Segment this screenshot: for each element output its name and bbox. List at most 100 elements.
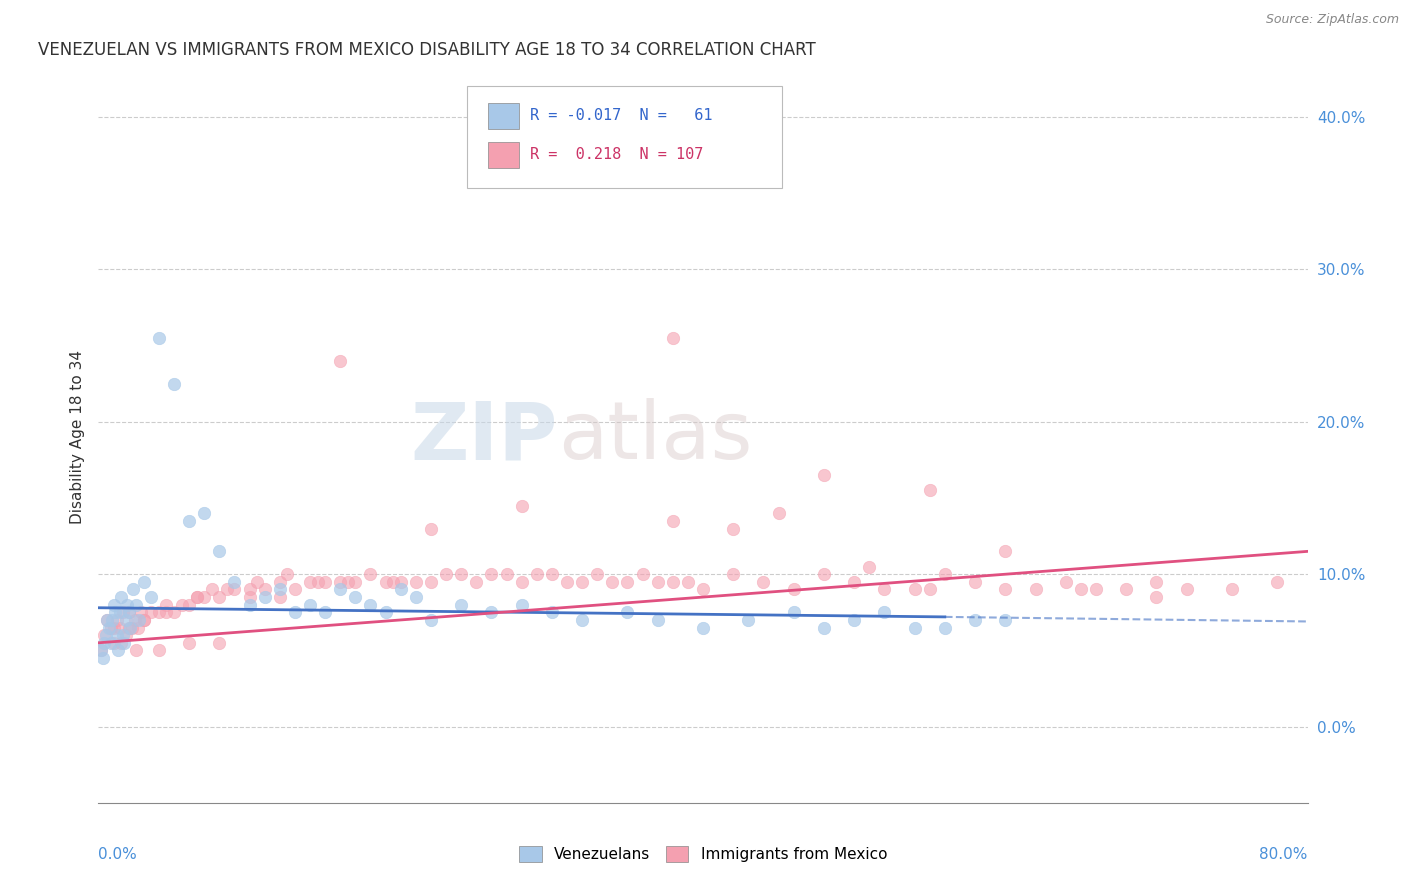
Point [314,574,336,589]
Point [723,521,745,535]
Point [994,544,1017,558]
Point [844,613,866,627]
Point [586,567,609,582]
Point [994,582,1017,597]
Point [813,567,835,582]
Point [132,574,155,589]
Point [105,613,128,627]
Point [201,582,224,597]
Text: ZIP: ZIP [411,398,558,476]
Point [170,598,193,612]
Point [132,613,155,627]
Point [481,567,503,582]
Point [934,567,956,582]
Point [783,582,806,597]
Point [114,628,136,642]
Point [616,605,638,619]
Point [208,590,231,604]
Point [128,613,150,627]
Point [314,605,336,619]
Point [450,598,472,612]
Point [405,574,427,589]
Point [768,506,790,520]
Point [481,605,503,619]
Point [495,567,517,582]
Point [420,521,443,535]
Point [360,567,382,582]
Point [631,567,654,582]
Point [965,574,987,589]
Point [120,621,142,635]
Point [179,514,201,528]
Point [253,590,276,604]
Point [186,590,208,604]
Point [1085,582,1108,597]
Point [163,605,186,619]
Text: atlas: atlas [558,398,752,476]
Bar [488,103,519,129]
Point [90,643,112,657]
Point [844,574,866,589]
Point [389,582,412,597]
Point [555,574,578,589]
Point [1024,582,1046,597]
Point [783,605,806,619]
Point [299,574,322,589]
Point [299,598,322,612]
Point [114,613,136,627]
Point [132,613,155,627]
Point [107,643,129,657]
Point [239,590,262,604]
Point [129,605,152,619]
Point [163,376,186,391]
Point [329,354,352,368]
Point [127,621,149,635]
Point [692,582,714,597]
Point [94,628,117,642]
Point [510,499,533,513]
Point [873,605,896,619]
Point [208,544,231,558]
Point [307,574,329,589]
Point [179,636,201,650]
Point [148,605,170,619]
Point [344,574,367,589]
Point [193,590,215,604]
Point [269,574,291,589]
Text: R =  0.218  N = 107: R = 0.218 N = 107 [530,147,703,162]
Point [994,613,1017,627]
Point [239,598,262,612]
Point [540,605,562,619]
Point [215,582,238,597]
Point [873,582,896,597]
Point [103,598,125,612]
Point [360,598,382,612]
Point [647,613,669,627]
Point [1115,582,1137,597]
Point [858,559,880,574]
Point [647,574,669,589]
Point [141,605,163,619]
Point [389,574,412,589]
Point [224,582,246,597]
Point [510,574,533,589]
Point [904,582,927,597]
Point [344,590,367,604]
FancyBboxPatch shape [467,86,782,188]
Point [571,574,593,589]
Point [752,574,775,589]
Point [111,628,134,642]
Point [155,605,177,619]
Point [934,621,956,635]
Point [571,613,593,627]
Point [224,574,246,589]
Point [104,605,127,619]
Point [276,567,298,582]
Point [1220,582,1243,597]
Point [813,621,835,635]
Point [101,613,124,627]
Point [96,613,118,627]
Point [904,621,927,635]
Point [405,590,427,604]
Point [108,605,131,619]
